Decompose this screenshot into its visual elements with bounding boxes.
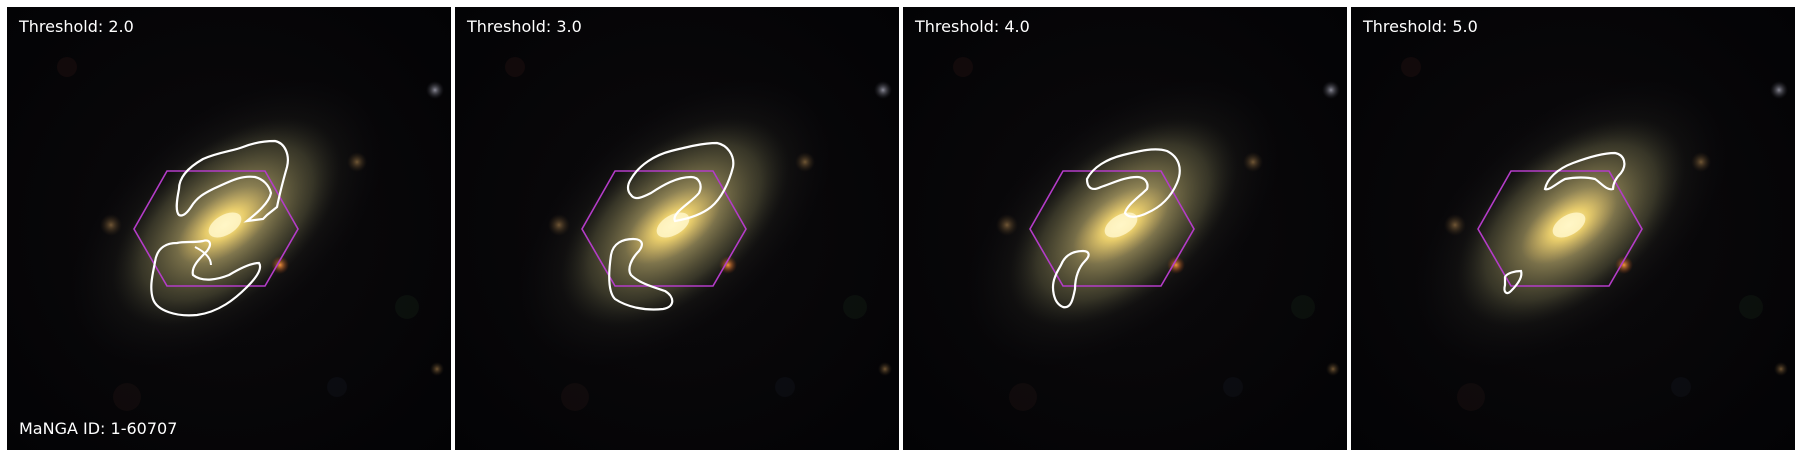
panel-threshold-4: Threshold: 4.0 [903,7,1347,450]
threshold-label: Threshold: 2.0 [19,17,134,36]
galaxy-image [903,7,1347,450]
contour-upper [1543,151,1626,191]
galaxy-image [7,7,451,450]
panel-threshold-2: Threshold: 2.0 MaNGA ID: 1-60707 [7,7,451,450]
galaxy-image [1351,7,1795,450]
threshold-label: Threshold: 4.0 [915,17,1030,36]
contour-upper [175,139,289,223]
panel-threshold-5: Threshold: 5.0 [1351,7,1795,450]
contour-lower [1503,269,1523,295]
contour-lower [1052,249,1090,309]
panel-threshold-3: Threshold: 3.0 [455,7,899,450]
threshold-label: Threshold: 5.0 [1363,17,1478,36]
threshold-label: Threshold: 3.0 [467,17,582,36]
contour-lower [608,237,674,311]
contour-upper [1085,148,1181,218]
contour-lower-inner [194,246,212,266]
contour-lower [150,239,262,317]
contour-upper [626,141,735,223]
galaxy-image [455,7,899,450]
manga-id-label: MaNGA ID: 1-60707 [19,419,178,438]
